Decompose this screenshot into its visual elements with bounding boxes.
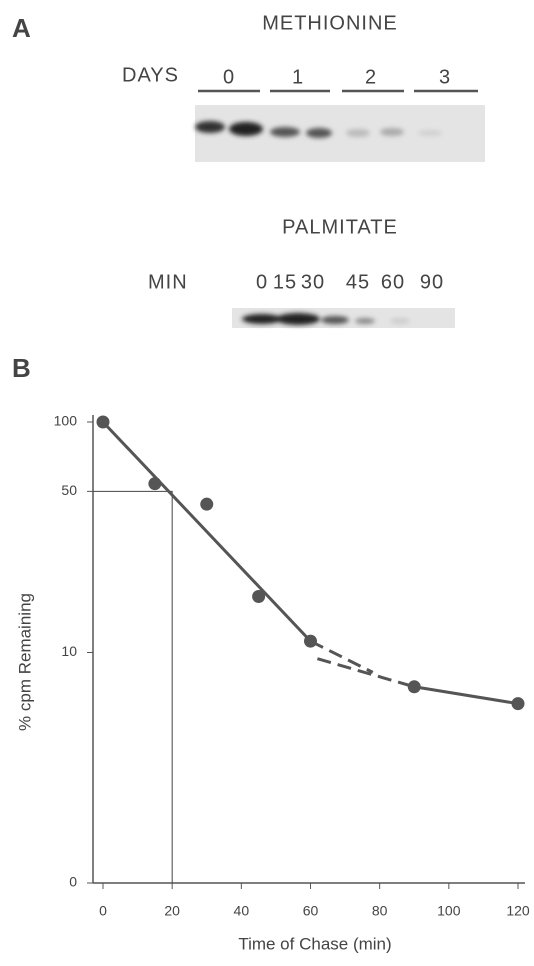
fit-line bbox=[414, 687, 518, 704]
panel-label: B bbox=[12, 353, 31, 383]
x-tick-label: 20 bbox=[164, 903, 180, 919]
lane-label: 2 bbox=[365, 66, 377, 88]
x-tick-label: 0 bbox=[99, 903, 107, 919]
y-axis-label: % cpm Remaining bbox=[15, 593, 34, 731]
x-tick-label: 60 bbox=[303, 903, 319, 919]
x-tick-label: 40 bbox=[234, 903, 250, 919]
data-point bbox=[252, 590, 265, 603]
figure: A METHIONINE DAYS 0 1 2 3 PALMITATE MIN … bbox=[0, 0, 534, 966]
x-tick-label: 80 bbox=[372, 903, 388, 919]
data-point bbox=[97, 416, 110, 429]
fit-line bbox=[311, 641, 373, 672]
y-tick-label: 10 bbox=[61, 643, 77, 659]
y-tick-label: 0 bbox=[69, 874, 77, 890]
lane-label: 15 bbox=[273, 271, 297, 293]
row-label: DAYS bbox=[122, 64, 179, 86]
data-point bbox=[512, 697, 525, 710]
x-tick-label: 100 bbox=[437, 903, 461, 919]
lane-label: 60 bbox=[381, 271, 405, 293]
gel-image bbox=[195, 105, 485, 162]
half-life-guide bbox=[93, 491, 172, 883]
lane-label: 30 bbox=[301, 271, 325, 293]
lane-label: 0 bbox=[256, 271, 268, 293]
lane-label: 1 bbox=[292, 66, 304, 88]
fit-line bbox=[103, 422, 311, 641]
y-tick-label: 50 bbox=[61, 482, 77, 498]
x-tick-label: 120 bbox=[506, 903, 530, 919]
gel-image bbox=[232, 308, 455, 328]
x-axis-label: Time of Chase (min) bbox=[238, 934, 391, 953]
gel-title: METHIONINE bbox=[262, 12, 398, 34]
lane-label: 45 bbox=[346, 271, 370, 293]
lane-label: 90 bbox=[420, 271, 444, 293]
lane-label: 0 bbox=[223, 66, 235, 88]
data-point bbox=[148, 477, 161, 490]
row-label: MIN bbox=[148, 271, 188, 293]
data-point bbox=[200, 498, 213, 511]
panel-label: A bbox=[12, 13, 31, 43]
lane-label: 3 bbox=[439, 66, 451, 88]
data-point bbox=[408, 680, 421, 693]
y-tick-label: 100 bbox=[54, 413, 78, 429]
data-point bbox=[304, 635, 317, 648]
fit-line bbox=[317, 659, 414, 687]
gel-title: PALMITATE bbox=[282, 216, 398, 238]
